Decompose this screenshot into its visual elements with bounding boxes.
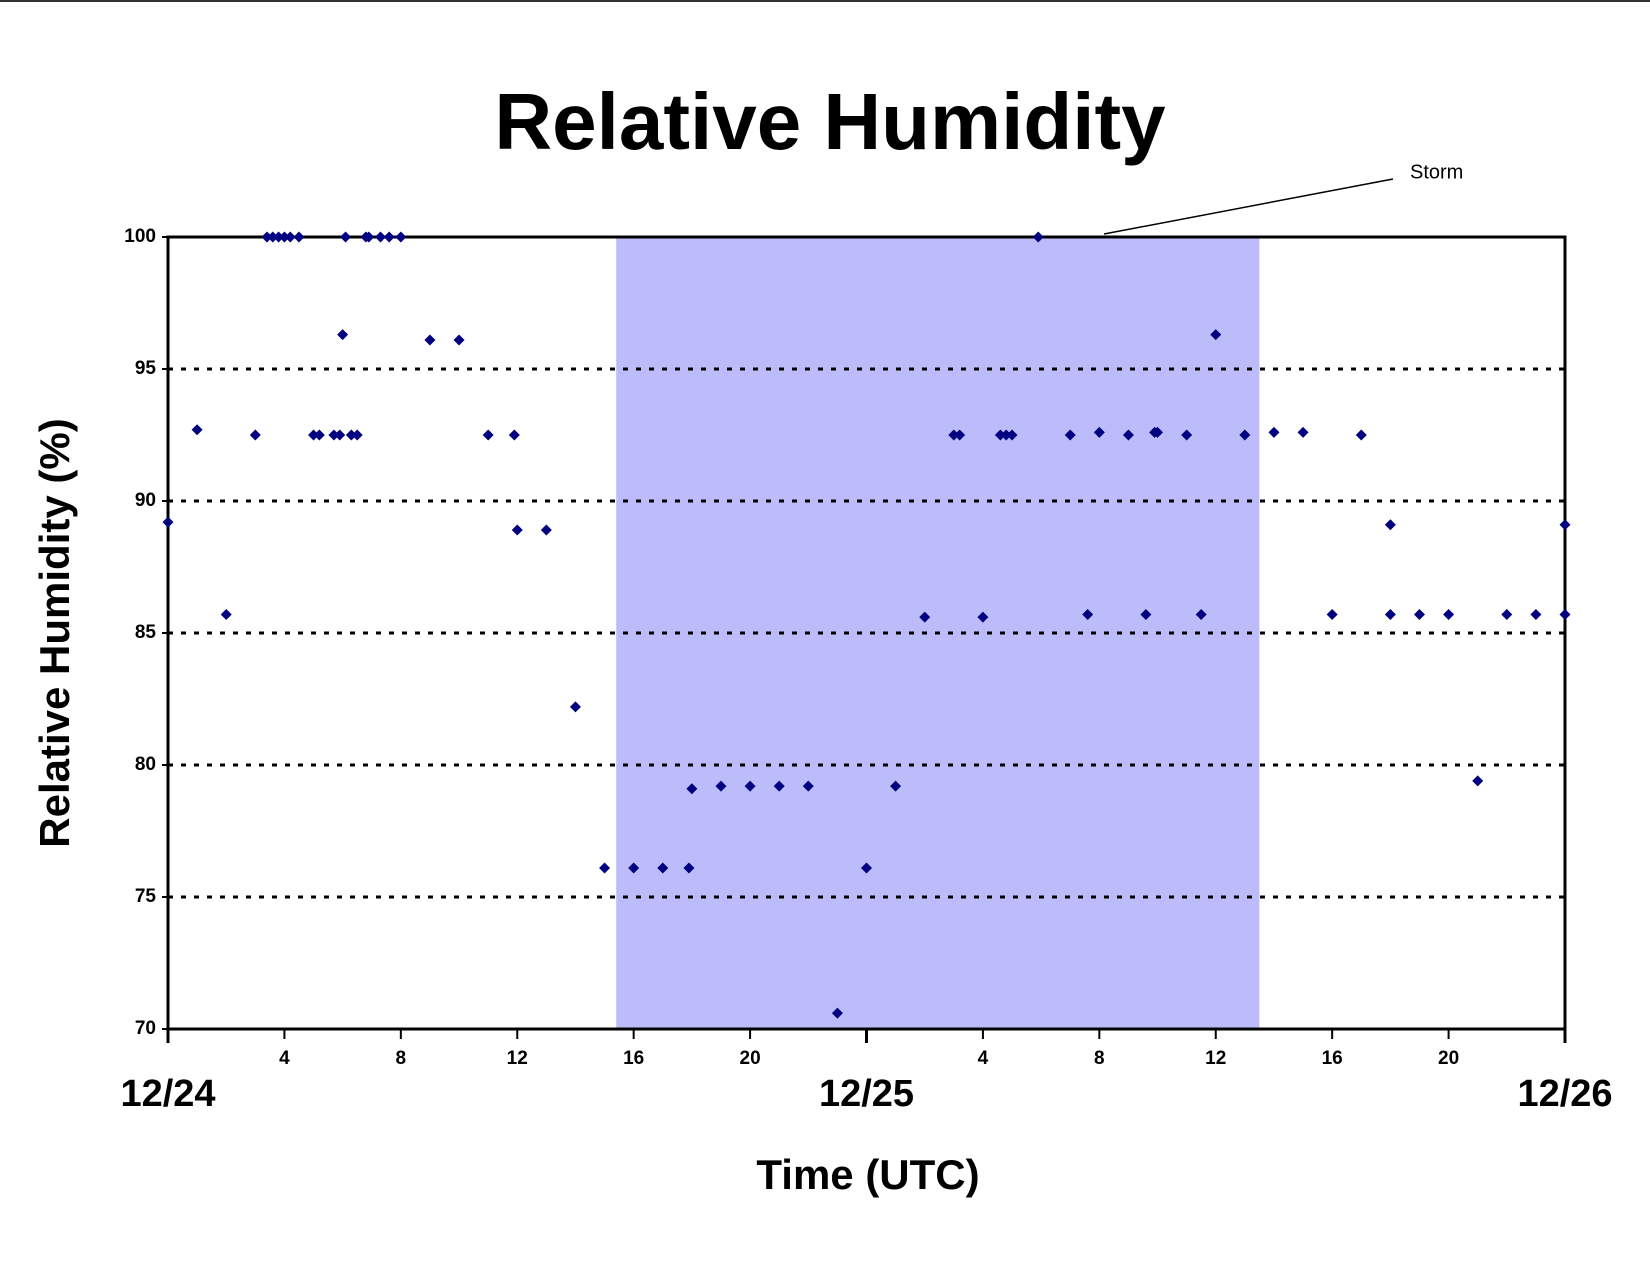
- data-point: [1181, 429, 1193, 441]
- y-tick-label: 100: [124, 226, 156, 247]
- data-point: [954, 429, 966, 441]
- data-point: [948, 429, 960, 441]
- data-point: [395, 231, 407, 243]
- data-point: [340, 231, 352, 243]
- x-tick-label: 16: [1322, 1048, 1343, 1069]
- data-point: [511, 524, 523, 536]
- data-point: [1093, 426, 1105, 438]
- x-tick-label: 16: [623, 1048, 644, 1069]
- data-point: [890, 780, 902, 792]
- data-point: [919, 611, 931, 623]
- data-point: [1152, 426, 1164, 438]
- chart-title: Relative Humidity: [494, 77, 1166, 166]
- data-point: [1032, 231, 1044, 243]
- data-point: [1268, 426, 1280, 438]
- data-point: [1443, 609, 1455, 621]
- data-point: [1239, 429, 1251, 441]
- data-point: [744, 780, 756, 792]
- data-point: [267, 231, 279, 243]
- x-tick-label: 12: [507, 1048, 528, 1069]
- y-tick-label: 90: [135, 490, 156, 511]
- data-point: [383, 231, 395, 243]
- data-point: [773, 780, 785, 792]
- x-tick-label: 4: [978, 1048, 989, 1069]
- x-tick-label: 20: [740, 1048, 761, 1069]
- data-point: [337, 329, 349, 341]
- data-point: [1195, 609, 1207, 621]
- data-point: [328, 429, 340, 441]
- x-axis-title: Time (UTC): [756, 1151, 979, 1198]
- y-tick-label: 70: [135, 1018, 156, 1039]
- annotation-leader: [1103, 178, 1394, 235]
- data-point: [261, 231, 273, 243]
- data-point: [1000, 429, 1012, 441]
- y-tick-label: 80: [135, 754, 156, 775]
- data-point: [861, 862, 872, 874]
- data-point: [1384, 519, 1396, 531]
- data-point: [1297, 426, 1309, 438]
- y-tick-label: 75: [135, 886, 157, 907]
- data-point: [1501, 609, 1513, 621]
- data-point: [683, 862, 695, 874]
- data-point: [1530, 609, 1542, 621]
- x-tick-label: 12: [1205, 1048, 1226, 1069]
- data-point: [363, 231, 375, 243]
- data-point: [1140, 609, 1152, 621]
- data-point: [249, 429, 261, 441]
- data-point: [293, 231, 305, 243]
- data-point: [1355, 429, 1367, 441]
- data-point: [657, 862, 669, 874]
- data-point: [1472, 775, 1484, 787]
- data-point: [569, 701, 581, 713]
- x-major-label: 12/26: [1517, 1073, 1612, 1115]
- data-point: [345, 429, 357, 441]
- data-point: [313, 429, 325, 441]
- data-point: [191, 424, 203, 436]
- plot-frame: [166, 235, 1567, 1031]
- annotation: Storm: [1410, 161, 1463, 183]
- data-point: [1064, 429, 1076, 441]
- data-point: [1413, 609, 1425, 621]
- data-point: [220, 609, 232, 621]
- data-point: [686, 783, 698, 795]
- data-point: [1082, 609, 1094, 621]
- y-axis-title: Relative Humidity (%): [31, 418, 78, 847]
- data-point: [599, 862, 611, 874]
- x-tick-label: 20: [1438, 1048, 1459, 1069]
- data-point: [1122, 429, 1134, 441]
- data-point: [508, 429, 520, 441]
- data-point: [831, 1007, 843, 1019]
- data-point: [308, 429, 320, 441]
- x-major-label: 12/24: [120, 1073, 215, 1115]
- data-point: [1559, 519, 1571, 531]
- data-point: [453, 334, 465, 346]
- data-point: [715, 780, 727, 792]
- data-point: [977, 611, 989, 623]
- data-point: [482, 429, 494, 441]
- data-point: [628, 862, 640, 874]
- data-point: [351, 429, 363, 441]
- data-point: [1559, 609, 1571, 621]
- data-point: [802, 780, 814, 792]
- y-tick-label: 85: [135, 622, 157, 643]
- data-point: [284, 231, 296, 243]
- x-major-label: 12/25: [819, 1073, 914, 1115]
- data-point: [424, 334, 436, 346]
- data-point: [273, 231, 285, 243]
- data-point: [374, 231, 386, 243]
- data-point: [1384, 609, 1396, 621]
- x-tick-label: 8: [396, 1048, 407, 1069]
- data-point: [540, 524, 552, 536]
- data-point: [1210, 329, 1222, 341]
- x-tick-label: 4: [279, 1048, 290, 1069]
- x-tick-label: 8: [1094, 1048, 1105, 1069]
- data-point: [334, 429, 346, 441]
- data-point: [1006, 429, 1018, 441]
- data-point: [162, 516, 174, 528]
- data-point: [278, 231, 290, 243]
- data-point: [1326, 609, 1338, 621]
- y-tick-label: 95: [135, 358, 157, 379]
- data-point: [994, 429, 1006, 441]
